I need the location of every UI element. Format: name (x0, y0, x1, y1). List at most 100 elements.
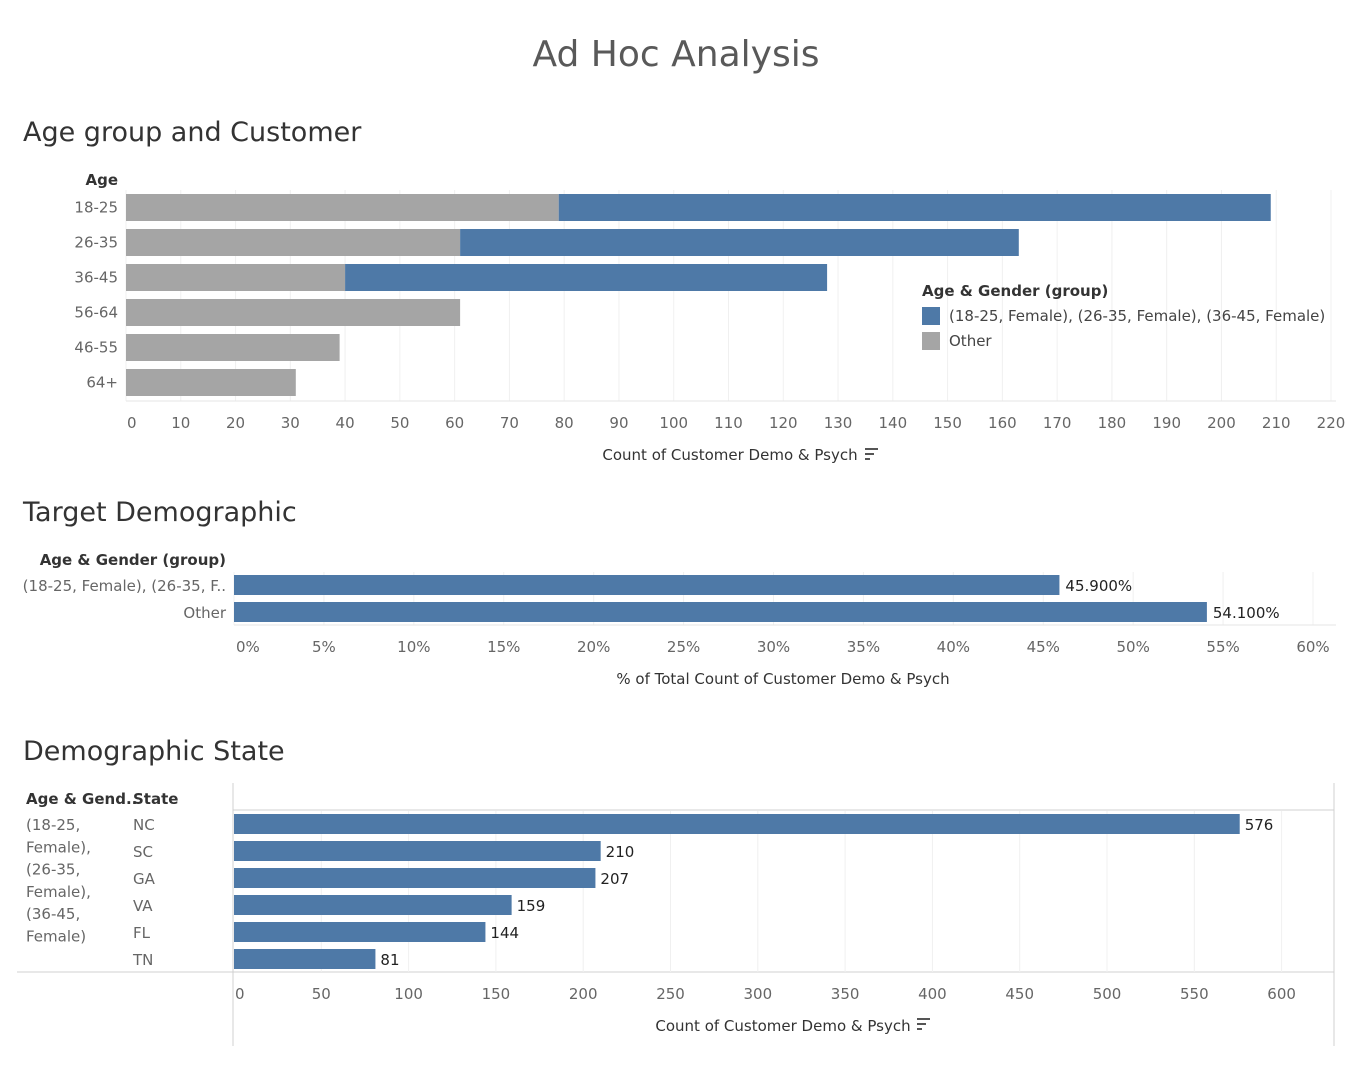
age-x-tick: 20 (226, 414, 245, 432)
demographic-state-chart[interactable]: Age & Gend.. State (18-25, Female), (26-35… (0, 780, 1352, 1070)
age-row-header: Age (85, 171, 118, 189)
state-data-label: 210 (606, 843, 635, 861)
state-group-label: (36-45, (26, 905, 80, 923)
age-x-tick: 130 (824, 414, 853, 432)
target-x-tick: 60% (1296, 638, 1329, 656)
age-bar-other (126, 334, 340, 361)
state-x-tick: 350 (831, 985, 860, 1003)
target-bar (234, 575, 1060, 595)
target-x-tick: 5% (312, 638, 336, 656)
age-bar-other (126, 299, 461, 326)
state-x-axis-title: Count of Customer Demo & Psych (655, 1017, 910, 1035)
target-x-tick: 40% (937, 638, 970, 656)
legend-swatch-target (922, 307, 940, 325)
state-x-tick: 600 (1267, 985, 1296, 1003)
state-group-header: Age & Gend.. (26, 790, 137, 808)
age-x-axis-title: Count of Customer Demo & Psych (602, 446, 857, 464)
age-bar-other (126, 369, 296, 396)
state-group-label: Female), (26, 883, 91, 901)
target-x-tick: 30% (757, 638, 790, 656)
age-category-label: 36-45 (74, 269, 118, 287)
state-data-label: 81 (380, 951, 399, 969)
state-category-label: NC (133, 816, 155, 834)
state-x-tick: 200 (569, 985, 598, 1003)
sheet-title-age-group: Age group and Customer (23, 117, 362, 148)
state-data-label: 207 (600, 870, 629, 888)
sheet-title-demographic-state: Demographic State (23, 736, 285, 767)
target-x-axis-title: % of Total Count of Customer Demo & Psyc… (616, 670, 949, 688)
state-x-tick: 250 (656, 985, 685, 1003)
state-x-tick: 100 (394, 985, 423, 1003)
state-x-tick: 0 (235, 985, 245, 1003)
age-x-tick: 160 (988, 414, 1017, 432)
target-x-tick: 15% (487, 638, 520, 656)
age-category-label: 64+ (86, 374, 118, 392)
state-bar (234, 841, 601, 861)
state-bar (234, 895, 512, 915)
age-x-tick: 50 (390, 414, 409, 432)
age-category-label: 56-64 (74, 304, 118, 322)
target-demographic-chart[interactable]: Age & Gender (group) 45.900% 54.100% (18-… (0, 540, 1352, 700)
legend-item-target[interactable]: (18-25, Female), (26-35, Female), (36-45… (922, 307, 1325, 325)
age-x-tick: 100 (659, 414, 688, 432)
state-category-label: GA (133, 870, 156, 888)
legend-label-target: (18-25, Female), (26-35, Female), (36-45… (949, 307, 1326, 325)
legend-title: Age & Gender (group) (922, 282, 1109, 300)
state-bar (234, 922, 486, 942)
age-gender-legend: Age & Gender (group) (18-25, Female), (2… (922, 282, 1325, 350)
state-group-label: (18-25, (26, 816, 80, 834)
state-group-label: Female), (26, 838, 91, 856)
age-x-tick: 150 (933, 414, 962, 432)
target-data-label: 45.900% (1065, 577, 1132, 595)
age-x-tick: 60 (445, 414, 464, 432)
state-x-tick: 450 (1005, 985, 1034, 1003)
age-x-tick: 170 (1043, 414, 1072, 432)
age-group-chart[interactable]: Age 18-25 26-35 36-45 56-64 46-55 64+ 0 10 20 30… (0, 160, 1352, 480)
age-bar-other (126, 194, 559, 221)
age-x-tick: 210 (1262, 414, 1291, 432)
sheet-title-target-demographic: Target Demographic (23, 497, 297, 528)
sort-icon[interactable] (917, 1018, 930, 1030)
age-bar-target (558, 194, 1271, 221)
age-x-tick: 70 (500, 414, 519, 432)
age-x-tick: 30 (281, 414, 300, 432)
state-x-tick: 150 (482, 985, 511, 1003)
target-x-tick: 50% (1116, 638, 1149, 656)
state-data-label: 159 (517, 897, 546, 915)
age-x-tick: 40 (336, 414, 355, 432)
state-group-label: (26-35, (26, 861, 80, 879)
state-category-label: TN (132, 951, 153, 969)
state-bar (234, 949, 376, 969)
legend-swatch-other (922, 332, 940, 350)
state-category-label: FL (133, 924, 151, 942)
age-x-tick: 0 (127, 414, 137, 432)
target-row-header: Age & Gender (group) (40, 551, 226, 569)
age-x-tick: 140 (878, 414, 907, 432)
age-bar-target (460, 229, 1019, 256)
age-category-label: 18-25 (74, 199, 118, 217)
state-group-label: Female) (26, 928, 86, 946)
state-category-label: VA (133, 897, 153, 915)
state-x-tick: 300 (743, 985, 772, 1003)
sort-icon[interactable] (865, 448, 878, 460)
age-bar-other (126, 264, 346, 291)
target-x-tick: 25% (667, 638, 700, 656)
state-x-tick: 400 (918, 985, 947, 1003)
state-bar (234, 814, 1240, 834)
target-x-tick: 45% (1027, 638, 1060, 656)
age-bar-target (345, 264, 828, 291)
age-x-tick: 120 (769, 414, 798, 432)
age-x-tick: 190 (1152, 414, 1181, 432)
target-x-tick: 0% (236, 638, 260, 656)
legend-label-other: Other (949, 332, 992, 350)
age-x-tick: 180 (1098, 414, 1127, 432)
age-x-tick: 80 (555, 414, 574, 432)
target-x-tick: 20% (577, 638, 610, 656)
age-x-tick: 10 (171, 414, 190, 432)
age-x-tick: 110 (714, 414, 743, 432)
target-data-label: 54.100% (1213, 604, 1280, 622)
legend-item-other[interactable]: Other (922, 332, 1325, 350)
age-bar-other (126, 229, 461, 256)
state-x-tick: 50 (312, 985, 331, 1003)
target-x-tick: 35% (847, 638, 880, 656)
